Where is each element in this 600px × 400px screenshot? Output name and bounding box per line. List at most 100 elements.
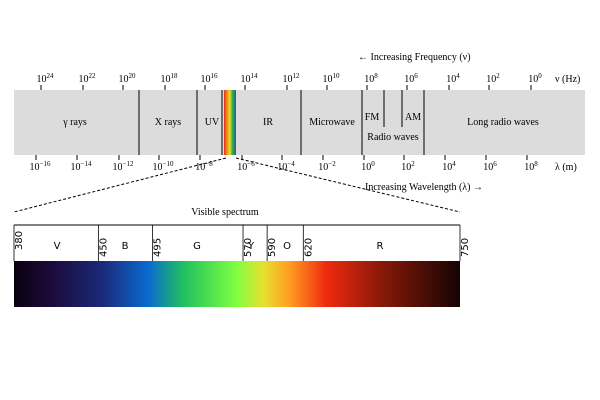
tick-label: 10−10 [153,160,174,173]
tick-label: 100 [528,72,542,85]
color-letter: O [283,241,291,252]
tick-label: 106 [483,160,497,173]
region-label: FM [365,112,380,123]
tick-label: 102 [486,72,500,85]
color-letter: G [193,241,201,252]
boundary-label: 750 [460,238,471,257]
tick-label: 1016 [201,72,219,85]
tick-base: 10 [446,74,456,85]
tick-label: 10−6 [237,160,255,173]
tick-base: 10 [442,162,452,173]
tick-exponent: −10 [163,160,174,168]
tick-label: 104 [446,72,460,85]
tick-exponent: 6 [493,160,497,168]
tick-exponent: −4 [287,160,295,168]
color-letter: B [122,241,129,252]
tick-exponent: −14 [81,160,92,168]
region-label: Microwave [309,117,355,128]
color-letter: V [54,241,61,252]
visible-strip [224,90,236,155]
tick-exponent: 4 [456,72,460,80]
wavelength-unit: λ (m) [555,162,577,173]
tick-base: 10 [318,162,328,173]
tick-label: 102 [401,160,415,173]
tick-exponent: 22 [89,72,97,80]
tick-label: 1014 [241,72,259,85]
tick-base: 10 [241,74,251,85]
tick-base: 10 [401,162,411,173]
tick-label: 104 [442,160,456,173]
boundary-label: 590 [267,238,278,257]
region-label: γ rays [62,117,87,128]
tick-label: 1024 [37,72,55,85]
color-letter: Y [247,241,255,252]
tick-exponent: −12 [123,160,134,168]
tick-exponent: 2 [496,72,500,80]
tick-base: 10 [201,74,211,85]
boundary-label: 380 [14,231,25,250]
tick-base: 10 [37,74,47,85]
tick-exponent: 8 [534,160,538,168]
tick-label: 10−16 [30,160,51,173]
tick-exponent: −6 [247,160,255,168]
tick-label: 10−8 [195,160,213,173]
tick-label: 10−14 [71,160,92,173]
tick-base: 10 [483,162,493,173]
tick-exponent: 10 [333,72,341,80]
tick-label: 1020 [119,72,137,85]
tick-exponent: 2 [411,160,415,168]
tick-label: 108 [364,72,378,85]
tick-base: 10 [323,74,333,85]
tick-base: 10 [524,162,534,173]
band-dividers [138,90,425,155]
tick-exponent: 14 [251,72,259,80]
color-letter: R [377,241,384,252]
visible-gradient [14,261,460,307]
region-label: Long radio waves [467,117,539,128]
wavelength-arrow: Increasing Wavelength (λ) → [365,182,483,193]
tick-label: 1010 [323,72,341,85]
tick-base: 10 [71,162,81,173]
boundary-label: 495 [153,238,164,257]
boundary-label: 570 [243,238,254,257]
tick-label: 10−2 [318,160,336,173]
tick-label: 10−12 [113,160,134,173]
tick-label: 1018 [161,72,179,85]
tick-exponent: −16 [40,160,51,168]
tick-exponent: 16 [211,72,219,80]
tick-label: 1022 [79,72,97,85]
tick-exponent: 6 [414,72,418,80]
tick-label: 106 [404,72,418,85]
tick-exponent: 18 [171,72,179,80]
tick-label: 10−4 [277,160,295,173]
tick-exponent: −2 [328,160,336,168]
region-label: UV [205,117,220,128]
region-label: IR [263,117,273,128]
tick-base: 10 [528,74,538,85]
dynamic: 1024 1022 1020 1018 1016 1014 1012 1010 108 106 10… [13,72,580,261]
visible-title: Visible spectrum [191,207,259,218]
frequency-arrow: ← Increasing Frequency (ν) [358,52,471,63]
region-label: X rays [155,117,181,128]
tick-base: 10 [113,162,123,173]
tick-exponent: 8 [374,72,378,80]
tick-label: 1012 [283,72,301,85]
tick-base: 10 [79,74,89,85]
tick-exponent: 24 [47,72,55,80]
tick-base: 10 [30,162,40,173]
tick-base: 10 [161,74,171,85]
tick-base: 10 [153,162,163,173]
tick-base: 10 [119,74,129,85]
tick-base: 10 [283,74,293,85]
tick-exponent: 12 [293,72,301,80]
tick-base: 10 [404,74,414,85]
tick-exponent: 0 [538,72,542,80]
zoom-lines [13,157,461,213]
boundary-label: 450 [98,238,109,257]
frequency-unit: ν (Hz) [555,74,580,85]
tick-base: 10 [277,162,287,173]
tick-exponent: 20 [129,72,137,80]
tick-label: 100 [361,160,375,173]
tick-base: 10 [486,74,496,85]
